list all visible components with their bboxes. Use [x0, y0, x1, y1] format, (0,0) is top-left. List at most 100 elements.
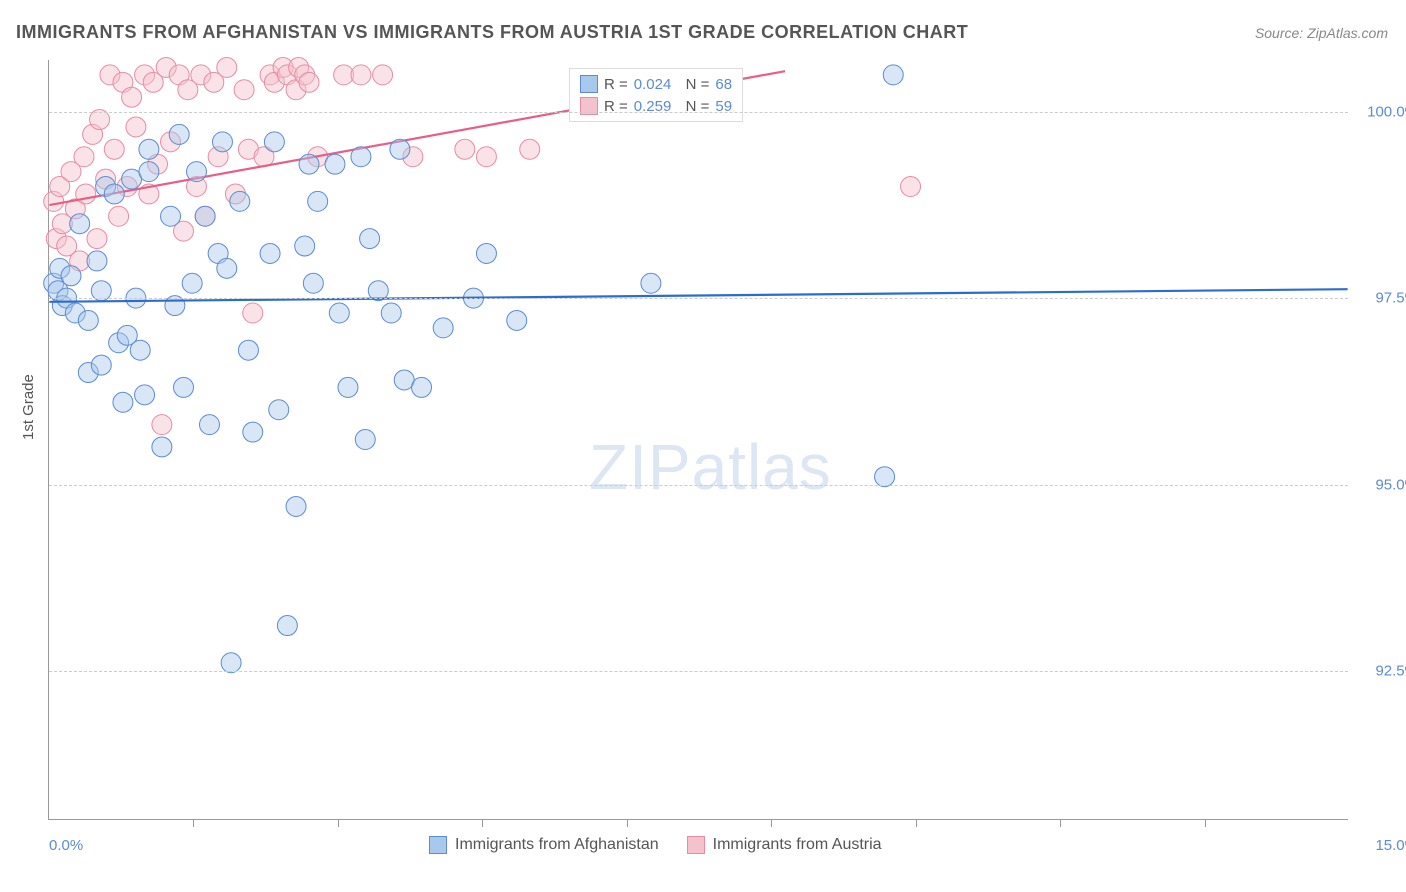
- gridline-h: [49, 671, 1348, 672]
- scatter-point: [238, 340, 258, 360]
- scatter-point: [91, 355, 111, 375]
- scatter-point: [187, 162, 207, 182]
- gridline-h: [49, 298, 1348, 299]
- scatter-point: [476, 147, 496, 167]
- legend-series-label-2: Immigrants from Austria: [713, 836, 882, 854]
- y-tick-label: 95.0%: [1353, 476, 1406, 493]
- scatter-point: [641, 273, 661, 293]
- scatter-point: [299, 72, 319, 92]
- scatter-point: [476, 243, 496, 263]
- x-axis-min-label: 0.0%: [49, 837, 83, 854]
- scatter-point: [126, 117, 146, 137]
- scatter-point: [109, 206, 129, 226]
- legend-series-swatch-2: [687, 836, 705, 854]
- scatter-point: [243, 303, 263, 323]
- legend-series-item-2: Immigrants from Austria: [687, 836, 882, 854]
- legend-r-label-1: R =: [604, 76, 628, 93]
- scatter-point: [325, 154, 345, 174]
- scatter-point: [412, 377, 432, 397]
- scatter-point: [130, 340, 150, 360]
- legend-stats-row-1: R = 0.024 N = 68: [580, 73, 732, 95]
- scatter-point: [360, 229, 380, 249]
- scatter-point: [212, 132, 232, 152]
- scatter-point: [152, 415, 172, 435]
- scatter-point: [351, 65, 371, 85]
- source-attribution: Source: ZipAtlas.com: [1255, 25, 1388, 41]
- scatter-point: [455, 139, 475, 159]
- x-tick: [771, 819, 772, 827]
- y-axis-label: 1st Grade: [20, 374, 37, 440]
- scatter-point: [135, 385, 155, 405]
- scatter-point: [152, 437, 172, 457]
- x-axis-max-label: 15.0%: [1375, 837, 1406, 854]
- scatter-point: [507, 310, 527, 330]
- gridline-h: [49, 112, 1348, 113]
- scatter-point: [875, 467, 895, 487]
- scatter-point: [195, 206, 215, 226]
- scatter-point: [104, 184, 124, 204]
- x-tick: [916, 819, 917, 827]
- scatter-point: [182, 273, 202, 293]
- scatter-point: [234, 80, 254, 100]
- x-tick: [482, 819, 483, 827]
- scatter-point: [269, 400, 289, 420]
- scatter-point: [113, 392, 133, 412]
- scatter-point: [286, 496, 306, 516]
- scatter-point: [277, 616, 297, 636]
- scatter-point: [199, 415, 219, 435]
- scatter-point: [78, 310, 98, 330]
- scatter-point: [169, 124, 189, 144]
- scatter-point: [161, 206, 181, 226]
- scatter-point: [221, 653, 241, 673]
- scatter-point: [87, 229, 107, 249]
- scatter-point: [217, 258, 237, 278]
- legend-series: Immigrants from Afghanistan Immigrants f…: [429, 836, 882, 854]
- scatter-point: [260, 243, 280, 263]
- chart-svg: [49, 60, 1348, 819]
- scatter-point: [373, 65, 393, 85]
- chart-title: IMMIGRANTS FROM AFGHANISTAN VS IMMIGRANT…: [16, 22, 968, 43]
- scatter-point: [76, 184, 96, 204]
- scatter-point: [174, 377, 194, 397]
- scatter-point: [74, 147, 94, 167]
- x-tick: [1205, 819, 1206, 827]
- legend-swatch-1: [580, 75, 598, 93]
- scatter-point: [295, 236, 315, 256]
- scatter-point: [355, 430, 375, 450]
- trend-line: [49, 289, 1347, 302]
- plot-area: ZIPatlas R = 0.024 N = 68 R = 0.259 N = …: [48, 60, 1348, 820]
- x-tick: [338, 819, 339, 827]
- scatter-point: [139, 162, 159, 182]
- scatter-point: [433, 318, 453, 338]
- legend-r-value-1: 0.024: [634, 76, 672, 93]
- scatter-point: [139, 139, 159, 159]
- legend-series-item-1: Immigrants from Afghanistan: [429, 836, 659, 854]
- x-tick: [1060, 819, 1061, 827]
- scatter-point: [70, 214, 90, 234]
- scatter-point: [308, 191, 328, 211]
- scatter-point: [87, 251, 107, 271]
- scatter-point: [230, 191, 250, 211]
- scatter-point: [883, 65, 903, 85]
- scatter-point: [520, 139, 540, 159]
- x-tick: [193, 819, 194, 827]
- scatter-point: [338, 377, 358, 397]
- scatter-point: [264, 132, 284, 152]
- scatter-point: [329, 303, 349, 323]
- legend-series-label-1: Immigrants from Afghanistan: [455, 836, 659, 854]
- scatter-point: [299, 154, 319, 174]
- legend-n-value-1: 68: [715, 76, 732, 93]
- scatter-point: [61, 266, 81, 286]
- scatter-point: [122, 87, 142, 107]
- gridline-h: [49, 485, 1348, 486]
- y-tick-label: 97.5%: [1353, 290, 1406, 307]
- y-tick-label: 92.5%: [1353, 662, 1406, 679]
- scatter-point: [243, 422, 263, 442]
- scatter-point: [390, 139, 410, 159]
- scatter-point: [303, 273, 323, 293]
- legend-stats-row-2: R = 0.259 N = 59: [580, 95, 732, 117]
- legend-n-label-1: N =: [677, 76, 709, 93]
- legend-series-swatch-1: [429, 836, 447, 854]
- x-tick: [627, 819, 628, 827]
- scatter-point: [901, 177, 921, 197]
